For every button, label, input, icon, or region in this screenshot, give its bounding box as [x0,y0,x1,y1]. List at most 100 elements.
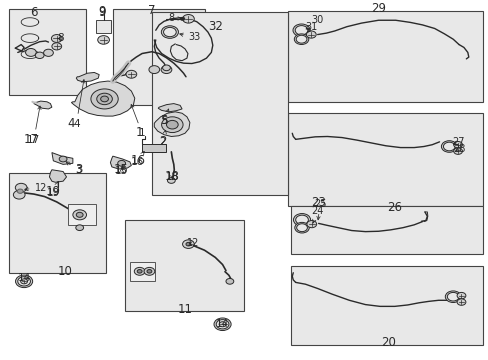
Circle shape [161,26,178,38]
Text: 3: 3 [75,163,82,176]
Text: 18: 18 [164,170,180,183]
Circle shape [295,215,308,225]
Polygon shape [52,153,73,165]
Text: 26: 26 [386,201,401,214]
Circle shape [137,270,142,273]
Circle shape [76,225,83,230]
Text: 28: 28 [452,144,464,154]
Circle shape [162,65,170,71]
Polygon shape [154,112,189,136]
Circle shape [43,49,53,57]
Text: 14: 14 [216,319,229,329]
Polygon shape [71,81,135,116]
Bar [288,10,483,102]
Circle shape [51,35,62,42]
Circle shape [91,89,118,109]
Bar [288,113,483,206]
Circle shape [18,277,30,286]
Circle shape [15,183,27,192]
Circle shape [147,270,152,273]
Text: 7: 7 [148,4,155,17]
Circle shape [295,26,307,35]
Circle shape [456,292,465,299]
Bar [96,20,111,33]
Text: 17: 17 [23,133,39,146]
Circle shape [166,120,178,129]
Circle shape [453,148,462,154]
Circle shape [294,34,308,45]
Circle shape [306,31,316,38]
Circle shape [306,221,316,228]
Circle shape [216,320,228,329]
Circle shape [73,210,86,220]
Text: 4: 4 [73,80,85,129]
Polygon shape [76,72,99,82]
Circle shape [20,279,27,284]
Circle shape [118,161,125,166]
Text: 9: 9 [98,6,105,19]
Circle shape [126,70,137,78]
Circle shape [447,292,458,301]
Text: 29: 29 [370,2,386,15]
Circle shape [296,35,306,43]
Bar [290,206,483,254]
Text: 19: 19 [46,185,61,198]
Circle shape [185,242,190,246]
Circle shape [453,141,462,148]
Bar [130,262,155,281]
Polygon shape [34,101,52,109]
Text: 27: 27 [451,137,464,147]
Text: 20: 20 [380,336,395,348]
Circle shape [97,93,112,105]
Text: 30: 30 [305,14,323,29]
Circle shape [294,222,308,233]
Circle shape [98,36,109,44]
Text: 9: 9 [98,5,105,18]
Circle shape [134,267,145,275]
Polygon shape [110,156,131,169]
Polygon shape [158,104,182,112]
Circle shape [443,142,454,151]
Text: 8: 8 [168,13,181,23]
Text: 4: 4 [67,117,75,130]
Text: 24: 24 [311,206,323,223]
Text: 15: 15 [114,163,128,176]
Text: 17: 17 [27,106,41,145]
Circle shape [182,240,194,248]
Circle shape [296,224,307,231]
Circle shape [101,96,108,102]
Circle shape [293,213,310,226]
Text: 1: 1 [131,104,145,138]
Circle shape [35,52,44,59]
Circle shape [161,117,183,132]
Circle shape [167,177,175,183]
Text: 5: 5 [160,114,167,127]
Circle shape [59,156,67,162]
Bar [152,12,288,195]
Text: 15: 15 [115,166,128,176]
Circle shape [456,299,465,305]
Circle shape [180,17,184,21]
Bar [113,9,205,105]
Circle shape [149,66,159,73]
Circle shape [161,66,171,73]
Text: 14: 14 [18,273,31,283]
Text: 12: 12 [187,238,199,248]
Bar [142,144,165,152]
Circle shape [17,189,23,193]
Text: 11: 11 [177,303,192,316]
Text: 1: 1 [136,126,143,139]
Text: 16: 16 [130,152,144,167]
Circle shape [13,190,25,199]
Circle shape [182,14,194,23]
Text: 8: 8 [57,33,63,44]
Text: 3: 3 [66,162,82,175]
Text: 32: 32 [207,20,222,33]
Text: 18: 18 [165,172,179,182]
Bar [125,220,244,311]
Circle shape [445,291,460,302]
Circle shape [219,322,225,327]
Circle shape [76,212,83,217]
Text: 16: 16 [130,154,145,167]
Circle shape [144,267,155,275]
